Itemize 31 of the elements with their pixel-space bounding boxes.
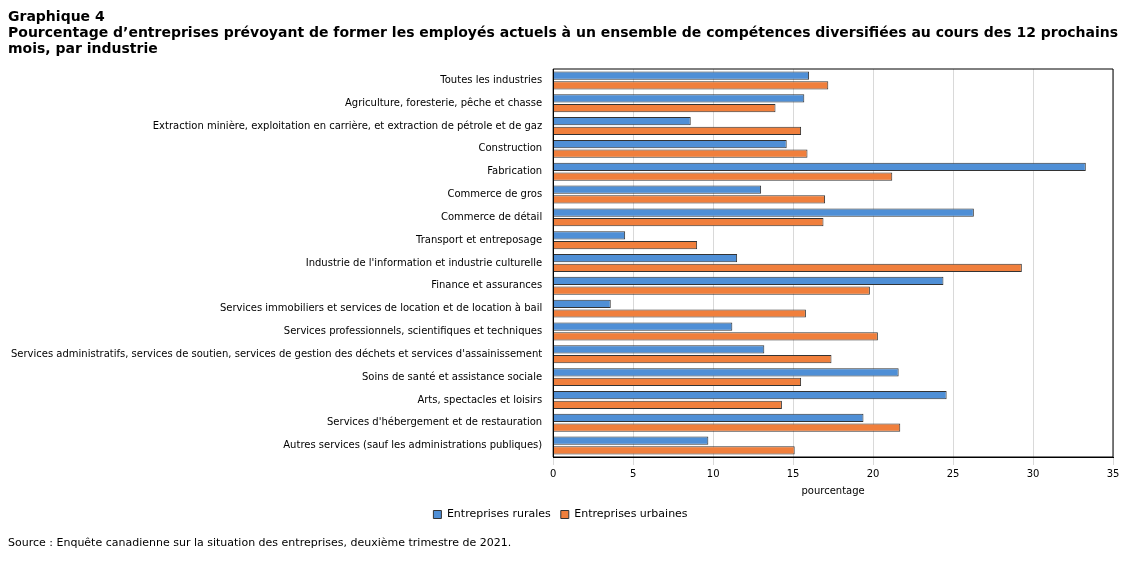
y-tick-label: Autres services (sauf les administrations publiques) [283,439,543,451]
y-tick-label: Industrie de l'information et industrie culturelle [305,256,543,268]
x-tick-label: 25 [946,467,960,479]
y-tick-label: Transport et entreposage [415,233,543,245]
y-tick-label: Toutes les industries [439,74,543,86]
x-tick-label: 35 [1106,467,1120,479]
y-tick-label: Construction [478,142,543,154]
y-tick-label: Fabrication [487,165,543,177]
y-tick-label: Commerce de détail [440,210,543,222]
x-tick-label: 0 [550,467,557,479]
y-tick-label: Soins de santé et assistance sociale [361,370,543,382]
legend-label: Entreprises rurales [446,507,552,521]
x-tick-label: 20 [866,467,880,479]
y-tick-label: Arts, spectacles et loisirs [417,393,543,405]
x-tick-label: 10 [706,467,720,479]
text: Graphique 4 [8,8,106,24]
x-tick-label: 30 [1026,467,1040,479]
y-tick-label: Agriculture, foresterie, pêche et chasse [345,96,543,108]
y-tick-label: Finance et assurances [431,279,543,291]
y-tick-label: Commerce de gros [447,188,543,200]
x-tick-label: 5 [629,467,637,479]
chart-subtitle: Pourcentage d’entreprises prévoyant de former les employés actuels à un ensemble de compétences diversifiées au cours des 12 prochains mois, par industrie [8,24,1120,56]
legend-label: Entreprises urbaines [574,507,688,521]
source-note: Source : Enquête canadienne sur la situation des entreprises, deuxième trimestre de 2021. [8,536,513,549]
y-tick-label: Services d'hébergement et de restauration [327,416,543,428]
x-axis-title: pourcentage [801,484,865,496]
x-tick-label: 15 [786,467,800,479]
y-tick-label: Services professionnels, scientifiques et techniques [283,325,543,337]
y-tick-label: Extraction minière, exploitation en carrière, et extraction de pétrole et de gaz [152,119,543,131]
y-tick-label: Services immobiliers et services de location et de location à bail [220,302,543,314]
y-tick-label: Services administratifs, services de soutien, services de gestion des déchets et services d'assainissement [11,347,543,359]
